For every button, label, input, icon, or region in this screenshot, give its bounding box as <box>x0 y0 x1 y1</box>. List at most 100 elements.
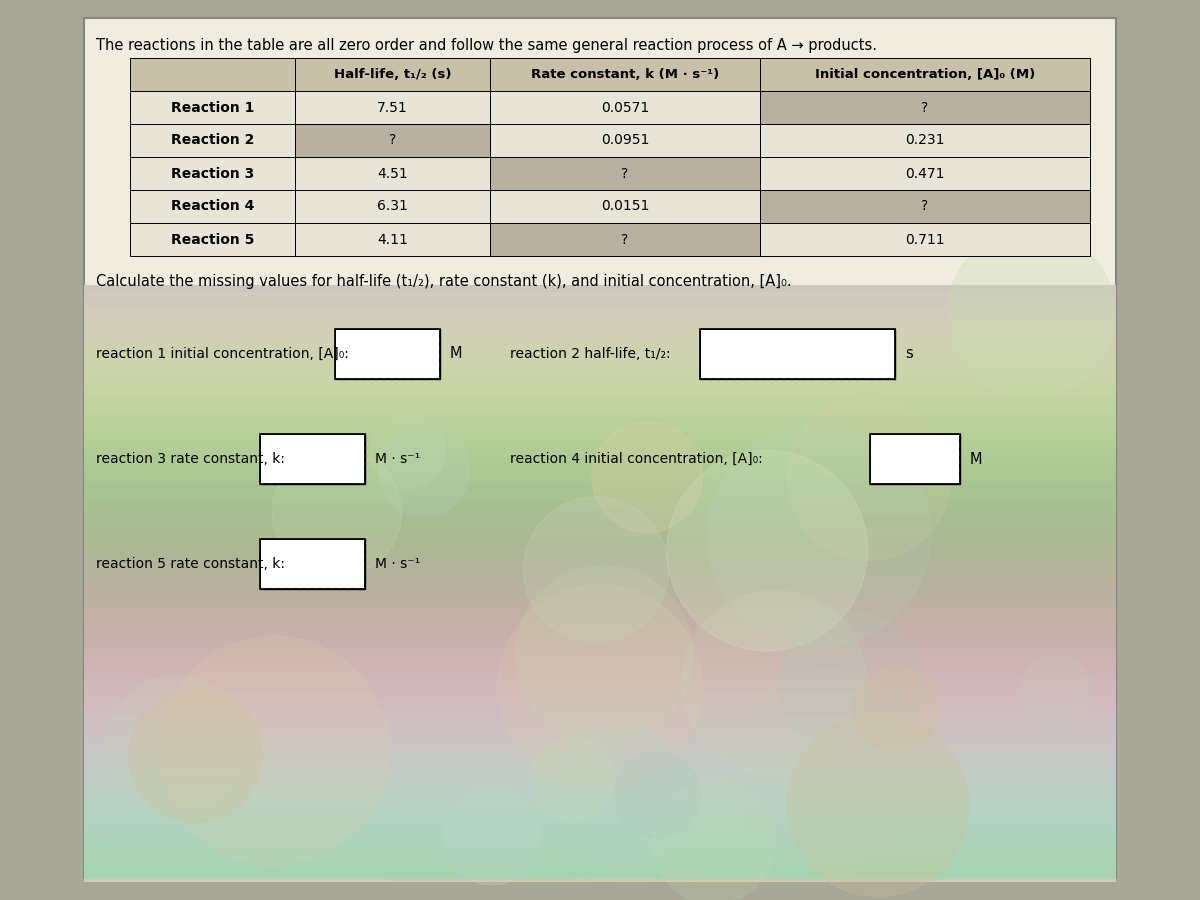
Bar <box>84 441 1116 449</box>
Bar <box>84 688 1116 693</box>
Bar <box>84 337 1116 346</box>
Bar <box>84 515 1116 523</box>
Circle shape <box>834 711 1097 775</box>
Bar <box>84 852 1116 857</box>
Bar <box>84 411 1116 419</box>
Bar <box>84 849 1116 852</box>
Bar <box>84 366 1116 375</box>
Bar <box>84 638 1116 643</box>
Bar <box>84 878 1116 882</box>
Bar <box>84 856 1116 864</box>
Circle shape <box>614 752 701 838</box>
Bar <box>260 434 365 484</box>
Bar <box>335 329 440 379</box>
Text: ?: ? <box>922 101 929 114</box>
Bar <box>84 756 1116 760</box>
Bar <box>84 285 1116 878</box>
Bar <box>84 789 1116 794</box>
Bar <box>260 434 365 484</box>
Bar <box>84 806 1116 811</box>
Bar <box>84 698 1116 701</box>
Bar <box>84 865 1116 869</box>
Bar <box>84 374 1116 382</box>
Bar <box>84 802 1116 806</box>
Circle shape <box>779 609 923 753</box>
Bar <box>84 345 1116 353</box>
Circle shape <box>523 497 668 643</box>
Bar <box>84 508 1116 516</box>
Circle shape <box>788 634 1138 719</box>
Bar <box>84 463 1116 472</box>
Bar <box>130 190 295 223</box>
Circle shape <box>708 424 931 647</box>
Text: reaction 4 initial concentration, [A]₀:: reaction 4 initial concentration, [A]₀: <box>510 452 763 466</box>
Bar <box>336 330 439 378</box>
Circle shape <box>382 678 883 800</box>
Text: Half-life, t₁/₂ (s): Half-life, t₁/₂ (s) <box>334 68 451 81</box>
Bar <box>335 329 440 379</box>
Circle shape <box>498 585 702 789</box>
Bar <box>84 798 1116 802</box>
Bar <box>84 448 1116 456</box>
Circle shape <box>515 566 694 744</box>
Bar <box>262 540 364 588</box>
Bar <box>84 710 1116 714</box>
Bar <box>295 190 490 223</box>
Text: Reaction 3: Reaction 3 <box>170 166 254 181</box>
Bar <box>84 870 1116 879</box>
Bar <box>84 739 1116 743</box>
Circle shape <box>920 793 1062 827</box>
Bar <box>84 492 1116 501</box>
Bar <box>84 836 1116 840</box>
Circle shape <box>853 666 940 752</box>
Bar <box>84 315 1116 323</box>
Text: Rate constant, k (M · s⁻¹): Rate constant, k (M · s⁻¹) <box>530 68 719 81</box>
Bar <box>490 124 760 157</box>
Circle shape <box>92 759 356 824</box>
Circle shape <box>272 447 402 577</box>
Text: 0.471: 0.471 <box>905 166 944 181</box>
Bar <box>84 589 1116 598</box>
Bar <box>84 869 1116 874</box>
Bar <box>84 396 1116 405</box>
Bar <box>84 537 1116 545</box>
Bar <box>84 767 1116 775</box>
Circle shape <box>72 718 341 784</box>
Bar <box>84 760 1116 768</box>
Bar <box>84 718 1116 723</box>
Text: 0.0151: 0.0151 <box>601 200 649 213</box>
Text: M: M <box>970 452 983 466</box>
Text: 4.11: 4.11 <box>377 232 408 247</box>
Text: 4.51: 4.51 <box>377 166 408 181</box>
Bar <box>84 706 1116 710</box>
Bar <box>84 329 1116 338</box>
Bar <box>84 814 1116 819</box>
Bar <box>84 786 1116 789</box>
Bar <box>84 529 1116 538</box>
Circle shape <box>947 230 1115 398</box>
Bar <box>84 726 1116 731</box>
Bar <box>295 91 490 124</box>
Bar <box>84 737 1116 745</box>
Bar <box>84 794 1116 798</box>
Bar <box>84 735 1116 739</box>
Bar <box>84 647 1116 651</box>
Bar <box>84 485 1116 493</box>
Bar <box>84 352 1116 360</box>
Bar <box>84 634 1116 638</box>
Bar <box>700 329 895 379</box>
Bar <box>84 752 1116 760</box>
Circle shape <box>107 675 246 814</box>
Circle shape <box>371 412 446 488</box>
Text: ?: ? <box>622 166 629 181</box>
Bar <box>84 300 1116 308</box>
Bar <box>84 832 1116 836</box>
Bar <box>84 670 1116 679</box>
Circle shape <box>137 661 566 766</box>
Circle shape <box>592 421 703 532</box>
Circle shape <box>294 616 700 715</box>
Text: 7.51: 7.51 <box>377 101 408 114</box>
Bar <box>84 849 1116 857</box>
Bar <box>84 789 1116 797</box>
Bar <box>84 471 1116 479</box>
